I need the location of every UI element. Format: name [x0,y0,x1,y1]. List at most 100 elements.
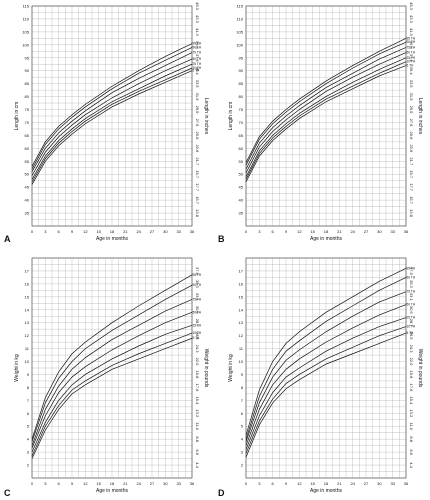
percentile-curve [31,299,193,446]
y-tick-label: 100 [22,42,29,47]
right-tick-label: 35.4 [409,67,414,76]
y-tick-label: 35 [239,211,244,216]
y-tick-label: 8 [27,385,30,390]
x-tick-label: 24 [350,229,355,234]
right-tick-label: 6.6 [409,449,414,455]
right-tick-label: 43.3 [195,15,200,24]
x-tick-label: 27 [150,481,155,486]
right-tick-label: 43.3 [409,15,414,24]
percentile-curve [245,52,407,174]
y-tick-label: 95 [25,55,30,60]
y-tick-label: 3 [241,450,244,455]
y-tick-label: 60 [239,146,244,151]
right-tick-label: 11.0 [409,422,414,430]
y-axis-label-right: Length in inches [417,98,423,135]
x-tick-label: 30 [377,229,382,234]
right-tick-label: 35.4 [195,67,200,76]
percentile-label: 25 TH [193,62,202,66]
y-tick-label: 7 [241,398,244,403]
x-tick-label: 18 [110,229,115,234]
y-tick-label: 105 [236,29,243,34]
panel-label: C [4,488,11,498]
right-tick-label: 17.6 [409,384,414,393]
x-tick-label: 36 [190,481,195,486]
x-tick-label: 9 [71,229,74,234]
x-tick-label: 9 [71,481,74,486]
right-tick-label: 24.3 [195,345,200,354]
right-tick-label: 35.3 [409,280,414,289]
percentile-curve [245,47,407,170]
y-tick-label: 12 [25,333,30,338]
right-tick-label: 19.8 [195,371,200,380]
percentile-label: 5 TH [193,336,201,340]
right-tick-label: 13.8 [409,209,414,218]
y-tick-label: 11 [239,346,244,351]
right-tick-label: 31.5 [409,93,414,102]
percentile-curve [245,61,407,180]
x-tick-label: 33 [176,481,181,486]
right-tick-label: 13.8 [195,209,200,218]
y-tick-label: 90 [239,68,244,73]
y-tick-label: 13 [25,320,30,325]
percentile-label: 95 TH [193,42,202,46]
y-tick-label: 14 [239,307,244,312]
percentile-label: 75 TH [193,297,202,301]
right-tick-label: 33.5 [409,80,414,89]
percentile-curve [31,274,193,440]
right-tick-label: 45.3 [195,2,200,11]
y-tick-label: 65 [25,133,30,138]
percentile-curve [31,332,193,457]
right-tick-label: 17.6 [195,384,200,393]
percentile-label: 5 TH [193,69,201,73]
y-tick-label: 15 [25,294,30,299]
x-tick-label: 33 [390,229,395,234]
y-tick-label: 115 [23,4,30,9]
y-tick-label: 70 [239,120,244,125]
x-tick-label: 3 [44,229,47,234]
right-tick-label: 17.7 [195,183,200,192]
percentile-label: 25 TH [407,56,416,60]
y-tick-label: 95 [239,55,244,60]
x-tick-label: 15 [96,481,101,486]
x-tick-label: 36 [404,229,409,234]
percentile-label: 75 TH [407,45,416,49]
x-tick-label: 24 [136,229,141,234]
y-tick-label: 2 [27,463,30,468]
right-tick-label: 41.3 [195,28,200,37]
y-tick-label: 40 [25,198,30,203]
y-axis-label: Weight in kg [228,354,234,382]
right-tick-label: 31.5 [195,93,200,102]
y-tick-label: 17 [25,268,30,273]
right-tick-label: 13.2 [409,409,414,418]
x-tick-label: 33 [390,481,395,486]
percentile-curve [245,268,407,436]
right-tick-label: 25.6 [409,132,414,141]
percentile-curve [31,70,193,185]
y-tick-label: 9 [27,372,30,377]
right-tick-label: 33.5 [195,80,200,89]
y-tick-label: 10 [239,359,244,364]
x-tick-label: 18 [110,481,115,486]
x-tick-label: 27 [364,229,369,234]
x-tick-label: 24 [136,481,141,486]
x-tick-label: 0 [31,481,34,486]
x-axis-label: Age in months [96,236,128,242]
percentile-curve [31,284,193,442]
y-tick-label: 16 [239,281,244,286]
percentile-curve [31,337,193,459]
y-tick-label: 4 [241,437,244,442]
right-tick-label: 29.5 [409,106,414,115]
x-tick-label: 36 [404,481,409,486]
y-tick-label: 15 [239,294,244,299]
percentile-curve [245,277,407,440]
right-tick-label: 13.2 [195,409,200,418]
x-tick-label: 24 [350,481,355,486]
panel-d: 2 3 4 5 6 7 8 9 10 11 12 13 14 15 16 17 4.4 6.6 8.8 11.0 13.… [218,257,423,498]
y-tick-label: 90 [25,68,30,73]
percentile-label: 90 TH [193,45,202,49]
x-tick-label: 0 [245,481,248,486]
x-tick-label: 12 [83,481,88,486]
percentile-label: 95 TH [193,273,202,277]
x-tick-label: 15 [96,229,101,234]
x-tick-label: 30 [163,229,168,234]
